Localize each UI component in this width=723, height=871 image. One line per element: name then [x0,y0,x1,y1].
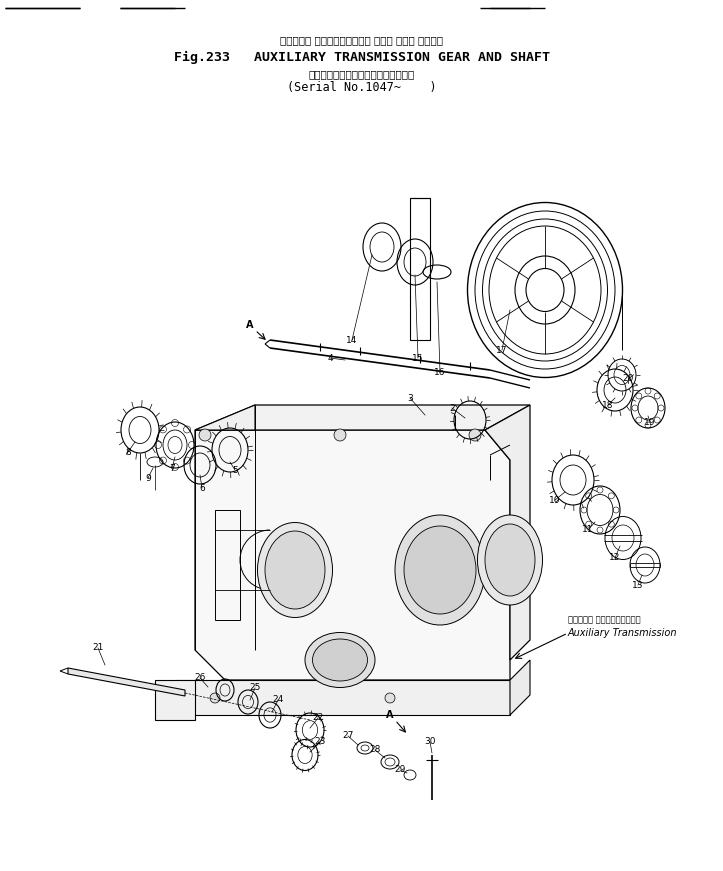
Text: A: A [247,320,254,330]
Ellipse shape [404,526,476,614]
Polygon shape [68,668,185,696]
Ellipse shape [312,639,367,681]
Text: 10: 10 [549,496,561,504]
Text: 20: 20 [623,374,633,382]
Polygon shape [485,405,530,660]
Text: 13: 13 [632,580,643,590]
Text: 21: 21 [93,644,103,652]
Circle shape [199,429,211,441]
Ellipse shape [257,523,333,618]
Circle shape [210,693,220,703]
Text: (Serial No.1047~    ): (Serial No.1047~ ) [287,80,437,93]
Text: 4: 4 [328,354,333,362]
Text: 19: 19 [644,417,656,427]
Text: 3: 3 [407,394,413,402]
Polygon shape [510,660,530,715]
Text: 14: 14 [346,335,358,345]
Circle shape [469,429,481,441]
Text: 22: 22 [312,713,324,723]
Text: 15: 15 [412,354,424,362]
Text: 5: 5 [232,465,238,475]
Ellipse shape [305,632,375,687]
Text: （適用号機　　　　　　　　　　　）: （適用号機 ） [309,69,415,79]
Text: 27: 27 [342,732,354,740]
Text: 24: 24 [273,696,283,705]
Text: 25: 25 [249,684,261,692]
Text: 23: 23 [315,738,325,746]
Text: Auxiliary Transmission: Auxiliary Transmission [568,628,677,638]
Circle shape [334,429,346,441]
Text: 9: 9 [145,474,151,483]
Polygon shape [195,405,255,430]
Ellipse shape [477,515,542,605]
Text: 17: 17 [496,346,508,354]
Ellipse shape [265,531,325,609]
Polygon shape [195,430,510,680]
Text: 11: 11 [582,525,594,535]
Text: 12: 12 [609,553,620,563]
Polygon shape [195,405,530,430]
Ellipse shape [485,524,535,596]
Text: オギジアリ トランスミッション: オギジアリ トランスミッション [568,616,641,625]
Circle shape [385,693,395,703]
Text: 8: 8 [125,448,131,456]
Polygon shape [155,680,195,720]
Text: 28: 28 [369,746,381,754]
Text: 26: 26 [194,673,205,683]
Text: 18: 18 [602,401,614,409]
Polygon shape [175,680,510,715]
Text: 30: 30 [424,738,436,746]
Ellipse shape [395,515,485,625]
Text: オギジアリ トランスミッション ギヤー および シャフト: オギジアリ トランスミッション ギヤー および シャフト [281,35,443,45]
Text: 2: 2 [449,403,455,413]
Text: 6: 6 [199,483,205,492]
Text: 16: 16 [435,368,446,376]
Text: Fig.233   AUXILIARY TRANSMISSION GEAR AND SHAFT: Fig.233 AUXILIARY TRANSMISSION GEAR AND … [174,51,550,64]
Text: 7: 7 [169,463,175,472]
Text: A: A [386,710,394,720]
Text: 29: 29 [394,766,406,774]
